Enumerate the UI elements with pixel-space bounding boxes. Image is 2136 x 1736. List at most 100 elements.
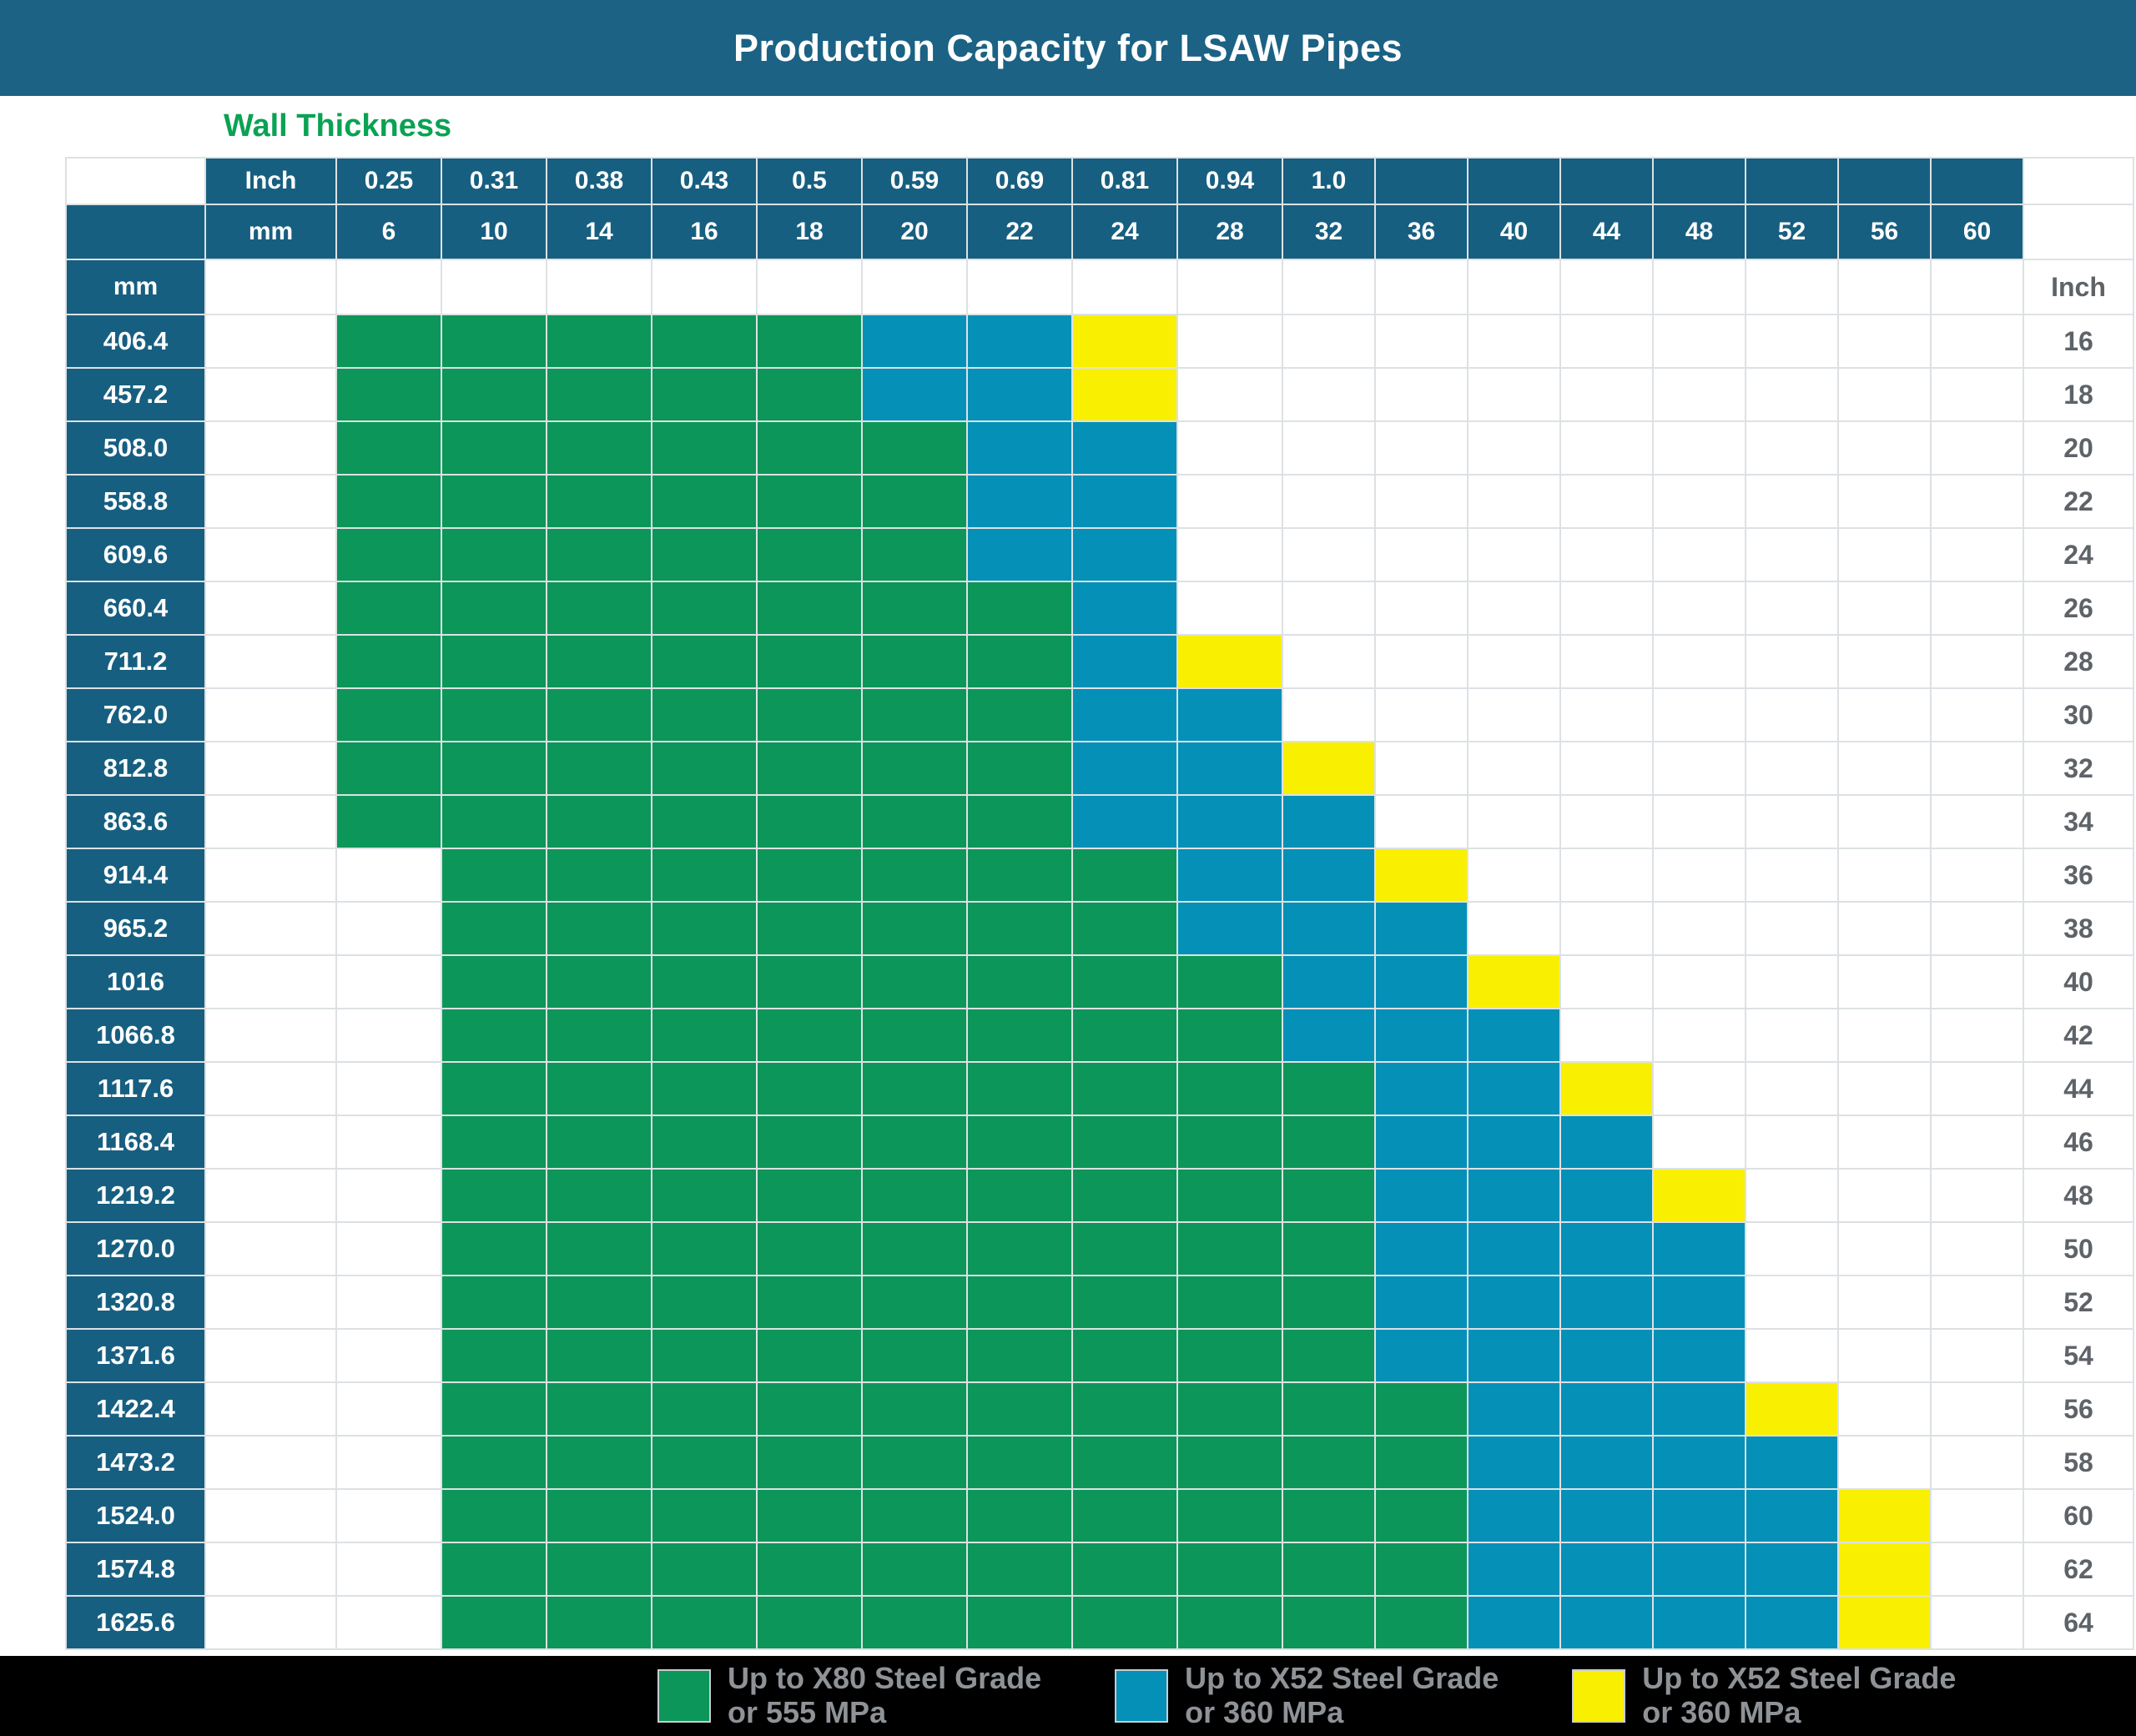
- grid-cell: [758, 1543, 861, 1595]
- grid-cell: [1073, 582, 1176, 634]
- row-label-mm: 1524.0: [67, 1490, 204, 1542]
- row-label-inch: 18: [2024, 369, 2133, 420]
- grid-cell: [1468, 422, 1559, 474]
- grid-cell: [1561, 582, 1652, 634]
- row-label-mm: 1219.2: [67, 1170, 204, 1221]
- grid-cell: [1376, 1543, 1467, 1595]
- row-label-mm: 558.8: [67, 476, 204, 527]
- grid-cell: [1283, 1170, 1374, 1221]
- grid-cell: [863, 260, 966, 314]
- grid-cell: [1654, 1170, 1745, 1221]
- grid-cell: [1283, 1330, 1374, 1381]
- grid-cell: [1839, 1116, 1930, 1168]
- grid-cell: [1746, 689, 1837, 741]
- grid-cell: [863, 689, 966, 741]
- grid-cell: [863, 369, 966, 420]
- grid-cell: [1376, 529, 1467, 581]
- grid-cell: [1746, 1330, 1837, 1381]
- wall-thickness-unit-mm: mm: [206, 205, 335, 259]
- grid-cell: [547, 636, 651, 687]
- col-header-inch-empty: [1654, 159, 1745, 204]
- grid-cell: [652, 1490, 756, 1542]
- table-row: 1168.4 46: [67, 1116, 2133, 1168]
- grid-cell: [1283, 1490, 1374, 1542]
- grid-cell: [968, 315, 1071, 367]
- grid-cell: [652, 903, 756, 954]
- grid-cell: [968, 476, 1071, 527]
- grid-cell: [1376, 1490, 1467, 1542]
- grid-cell: [337, 1490, 441, 1542]
- row-label-inch: 22: [2024, 476, 2133, 527]
- grid-cell: [1932, 742, 2023, 794]
- row-label-inch: 56: [2024, 1383, 2133, 1435]
- grid-cell: [547, 1490, 651, 1542]
- grid-cell: [442, 956, 546, 1008]
- grid-cell: [1376, 1170, 1467, 1221]
- grid-cell: [758, 1597, 861, 1648]
- row-label-mm: 609.6: [67, 529, 204, 581]
- grid-cell: [1839, 689, 1930, 741]
- col-header-inch: 0.43: [652, 159, 756, 204]
- grid-cell: [1283, 369, 1374, 420]
- grid-cell: [1561, 422, 1652, 474]
- grid-cell: [1283, 476, 1374, 527]
- grid-cell: [968, 849, 1071, 901]
- grid-cell: [1073, 422, 1176, 474]
- grid-cell: [1283, 796, 1374, 848]
- col-header-inch: 0.69: [968, 159, 1071, 204]
- grid-cell: [1561, 529, 1652, 581]
- spacer-cell: [206, 529, 335, 581]
- grid-cell: [1746, 1543, 1837, 1595]
- grid-cell: [863, 796, 966, 848]
- grid-cell: [1178, 260, 1282, 314]
- grid-cell: [1561, 315, 1652, 367]
- grid-cell: [968, 1437, 1071, 1488]
- wall-thickness-strip: Wall Thickness: [0, 96, 2136, 157]
- grid-cell: [652, 422, 756, 474]
- grid-cell: [968, 903, 1071, 954]
- row-unit-inch: Inch: [2024, 260, 2133, 314]
- grid-cell: [547, 529, 651, 581]
- grid-cell: [1746, 1170, 1837, 1221]
- grid-cell: [758, 1330, 861, 1381]
- grid-cell: [1932, 422, 2023, 474]
- grid-cell: [968, 796, 1071, 848]
- grid-cell: [442, 529, 546, 581]
- grid-cell: [337, 422, 441, 474]
- grid-cell: [1839, 903, 1930, 954]
- grid-cell: [1932, 529, 2023, 581]
- grid-cell: [337, 1063, 441, 1115]
- grid-cell: [652, 742, 756, 794]
- grid-cell: [968, 582, 1071, 634]
- left-header-spacer: [67, 205, 204, 259]
- grid-cell: [652, 689, 756, 741]
- grid-cell: [547, 1437, 651, 1488]
- grid-cell: [1376, 1276, 1467, 1328]
- grid-cell: [1746, 1276, 1837, 1328]
- grid-cell: [1376, 1383, 1467, 1435]
- grid-cell: [1376, 422, 1467, 474]
- row-label-inch: 32: [2024, 742, 2133, 794]
- grid-cell: [652, 1597, 756, 1648]
- grid-cell: [547, 315, 651, 367]
- grid-cell: [1178, 796, 1282, 848]
- grid-cell: [1932, 1437, 2023, 1488]
- row-label-mm: 1574.8: [67, 1543, 204, 1595]
- grid-cell: [1468, 582, 1559, 634]
- row-label-inch: 30: [2024, 689, 2133, 741]
- grid-cell: [863, 1170, 966, 1221]
- grid-cell: [442, 315, 546, 367]
- grid-cell: [758, 1116, 861, 1168]
- grid-cell: [1839, 636, 1930, 687]
- grid-cell: [1932, 1223, 2023, 1275]
- grid-cell: [1654, 1543, 1745, 1595]
- grid-cell: [1746, 529, 1837, 581]
- grid-cell: [1561, 1009, 1652, 1061]
- grid-cell: [1746, 796, 1837, 848]
- spacer-cell: [206, 1597, 335, 1648]
- grid-cell: [863, 636, 966, 687]
- col-header-mm: 14: [547, 205, 651, 259]
- row-label-inch: 52: [2024, 1276, 2133, 1328]
- grid-cell: [1654, 422, 1745, 474]
- legend-label: Up to X80 Steel Grade or 555 MPa: [728, 1661, 1042, 1729]
